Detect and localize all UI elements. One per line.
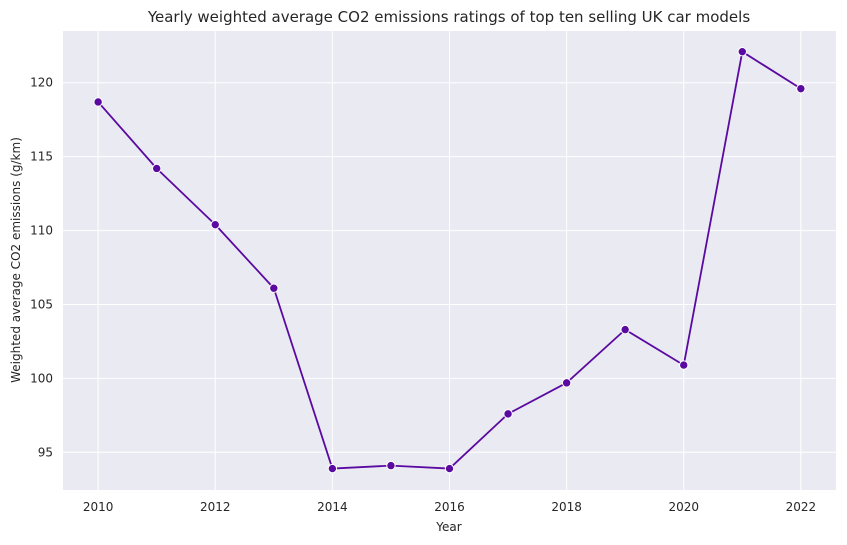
data-point [737, 46, 748, 57]
data-point [210, 219, 220, 230]
data-point [444, 463, 455, 474]
y-axis-ticks: 95 100 105 110 115 120 [30, 76, 53, 460]
x-tick-label: 2016 [434, 500, 465, 514]
x-axis-label: Year [435, 520, 461, 534]
chart-title: Yearly weighted average CO2 emissions ra… [147, 8, 750, 26]
y-tick-label: 110 [30, 224, 53, 238]
y-tick-label: 120 [30, 76, 53, 90]
y-tick-label: 95 [38, 445, 53, 459]
data-point [327, 463, 338, 474]
x-tick-label: 2010 [83, 500, 114, 514]
data-point [796, 83, 806, 94]
data-point [561, 378, 572, 388]
data-point [386, 460, 396, 471]
x-axis-ticks: 2010 2012 2014 2016 2018 2020 2022 [83, 500, 816, 514]
x-tick-label: 2014 [317, 500, 348, 514]
y-tick-label: 105 [30, 297, 53, 311]
series-layer [93, 46, 806, 474]
data-point [679, 360, 689, 370]
y-tick-label: 115 [30, 150, 53, 164]
x-tick-label: 2022 [786, 500, 817, 514]
x-tick-label: 2012 [200, 500, 231, 514]
x-tick-label: 2020 [668, 500, 699, 514]
data-point [93, 97, 103, 107]
data-point [503, 409, 513, 419]
y-tick-label: 100 [30, 371, 53, 385]
data-point [151, 163, 162, 174]
data-point [620, 324, 630, 335]
grid [63, 31, 836, 490]
data-point [269, 283, 279, 293]
x-tick-label: 2018 [551, 500, 582, 514]
y-axis-label: Weighted average CO2 emissions (g/km) [9, 137, 23, 383]
